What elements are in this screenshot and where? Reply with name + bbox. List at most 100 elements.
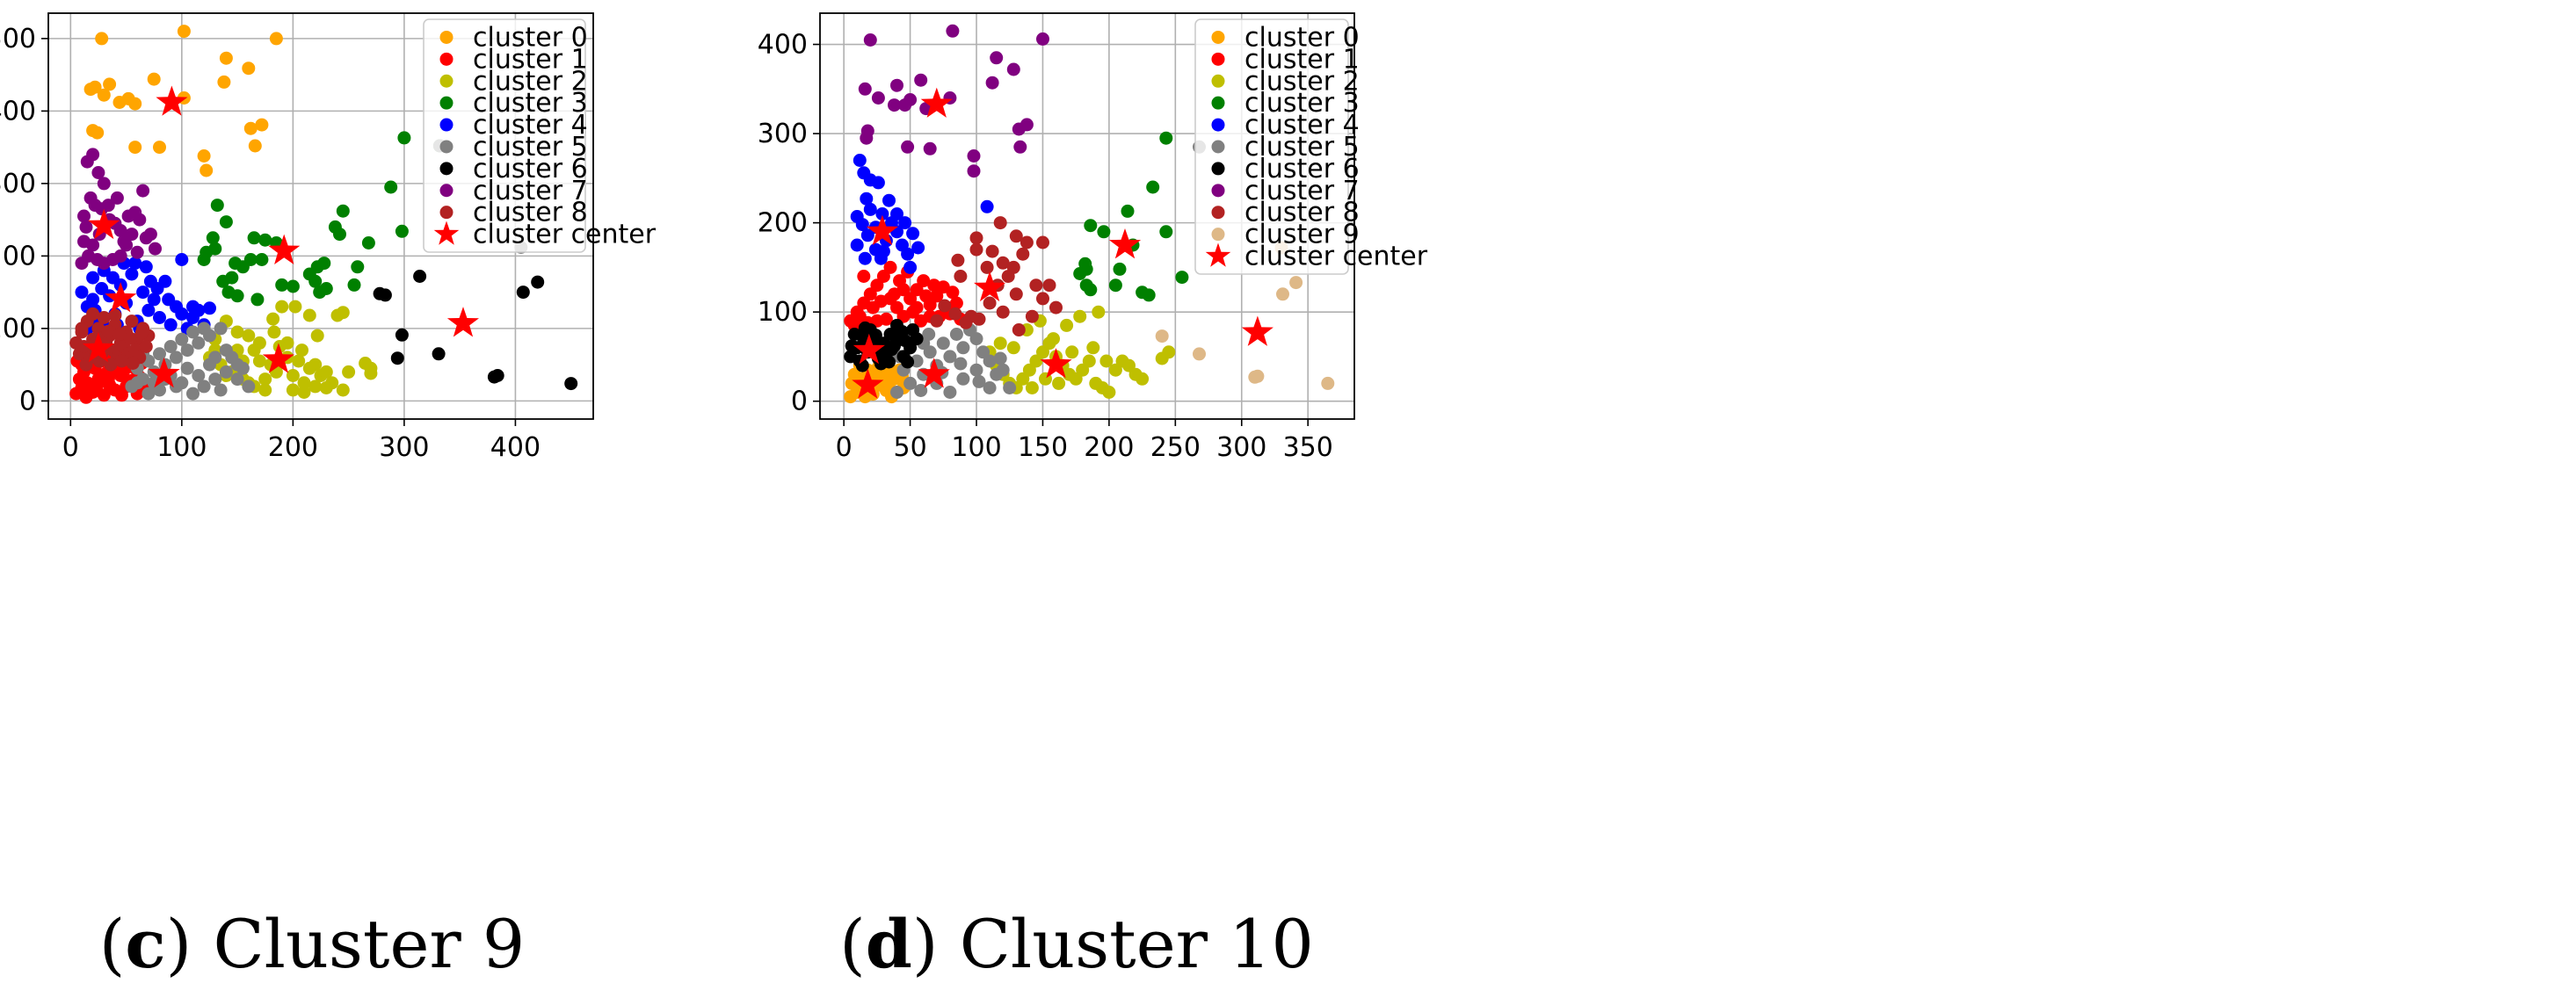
data-point [143, 228, 157, 242]
data-point [97, 88, 111, 102]
data-point [898, 216, 912, 230]
x-tick-label: 0 [62, 432, 79, 463]
data-point [1036, 292, 1049, 306]
data-point [308, 380, 323, 394]
legend-label: cluster 8 [473, 198, 588, 228]
data-point [336, 204, 350, 218]
x-tick-label: 0 [836, 432, 853, 463]
legend-label: cluster 4 [1244, 110, 1360, 141]
data-point [1086, 341, 1100, 355]
data-point [885, 343, 898, 357]
data-point [490, 369, 504, 382]
panel-c-caption: (c) Cluster 9 [98, 905, 526, 983]
data-point [917, 274, 931, 288]
data-point [113, 224, 127, 237]
data-point [186, 387, 200, 401]
data-point [1113, 262, 1127, 276]
data-point [930, 314, 944, 328]
x-tick-label: 300 [1216, 432, 1266, 463]
data-point [214, 322, 228, 336]
data-point [86, 293, 100, 307]
cluster-centers [82, 85, 479, 388]
data-point [1289, 276, 1303, 290]
data-point [990, 367, 1004, 381]
series-cluster-6 [373, 270, 578, 391]
data-point [1052, 376, 1066, 390]
data-point [255, 118, 269, 132]
data-point [269, 32, 283, 46]
legend-marker [1211, 74, 1225, 88]
data-point [871, 176, 885, 190]
series-cluster-8 [69, 307, 156, 372]
data-point [105, 271, 120, 285]
data-point [1193, 347, 1206, 361]
data-point [86, 238, 100, 252]
legend-marker [439, 52, 454, 66]
data-point [286, 383, 300, 397]
cluster-center-star [918, 358, 950, 388]
data-point [113, 249, 127, 263]
data-point [914, 73, 928, 87]
data-point [258, 233, 272, 247]
legend-marker [439, 118, 454, 132]
series-cluster-7 [858, 24, 1049, 178]
legend-marker [1211, 206, 1225, 220]
data-point [163, 318, 178, 332]
cluster-center-star [1241, 315, 1273, 346]
data-point [927, 278, 941, 293]
data-point [906, 227, 920, 241]
data-point [863, 202, 877, 216]
cluster-center-star [446, 307, 479, 337]
data-point [180, 361, 194, 375]
data-point [1029, 354, 1043, 368]
data-point [115, 388, 128, 402]
data-point [972, 312, 986, 326]
data-point [1078, 257, 1092, 271]
data-point [910, 300, 924, 315]
data-point [980, 260, 994, 274]
data-point [288, 300, 302, 314]
data-point [1003, 381, 1017, 394]
data-point [922, 328, 936, 341]
data-point [980, 199, 994, 213]
x-tick-label: 250 [1150, 432, 1201, 463]
axes-frame [47, 12, 594, 420]
legend-label: cluster center [1244, 242, 1428, 272]
data-point [275, 300, 289, 314]
data-point [956, 341, 970, 355]
y-tick-label: 0 [791, 387, 808, 417]
data-point [871, 91, 885, 105]
x-tick-label: 150 [1018, 432, 1068, 463]
data-point [342, 365, 356, 379]
legend-marker [439, 184, 454, 198]
data-point [242, 329, 256, 343]
data-point [247, 343, 261, 358]
data-point [883, 292, 897, 306]
data-point [153, 141, 166, 155]
data-point [969, 231, 983, 245]
cluster-center-star [156, 85, 188, 116]
panel-d-caption: (d) Cluster 10 [839, 905, 1314, 983]
data-point [1321, 376, 1335, 390]
series-cluster-0 [83, 25, 283, 177]
data-point [954, 357, 968, 371]
data-point [219, 51, 233, 65]
data-point [83, 83, 98, 97]
legend-marker [439, 162, 454, 176]
legend-label: cluster 1 [473, 44, 588, 75]
data-point [347, 278, 361, 292]
data-point [333, 228, 346, 242]
data-point [230, 325, 244, 339]
data-point [1248, 370, 1262, 384]
data-point [855, 358, 869, 372]
data-point [310, 329, 324, 343]
data-point [860, 192, 874, 206]
data-point [993, 351, 1007, 365]
data-point [903, 376, 918, 390]
data-point [200, 163, 214, 177]
legend-marker [1211, 52, 1225, 66]
data-point [180, 343, 194, 358]
data-point [1025, 381, 1039, 394]
series-cluster-6 [844, 318, 924, 372]
